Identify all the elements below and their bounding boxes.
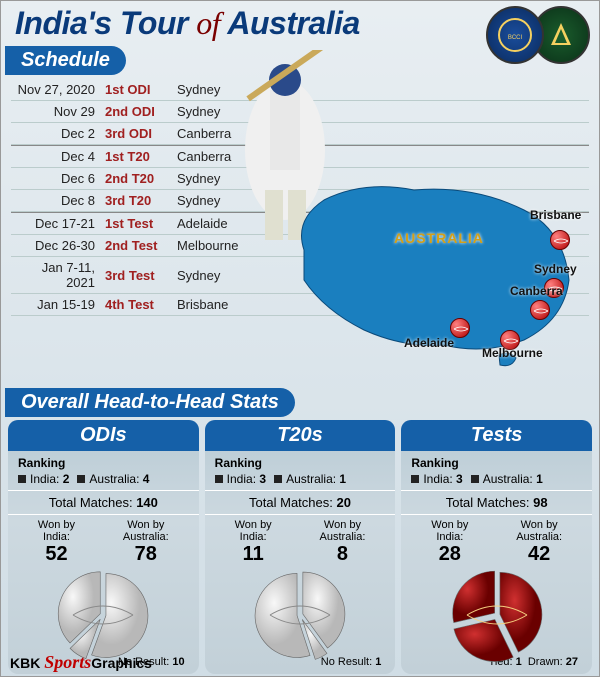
schedule-match: 1st T20 xyxy=(105,149,177,164)
schedule-date: Dec 17-21 xyxy=(11,216,105,231)
schedule-date: Nov 29 xyxy=(11,104,105,119)
ranking-label: Ranking xyxy=(8,451,199,472)
venue-label: Melbourne xyxy=(482,346,543,360)
schedule-match: 1st ODI xyxy=(105,82,177,97)
pie-ball-icon xyxy=(205,566,396,662)
stat-card: TestsRankingIndia: 3Australia: 1Total Ma… xyxy=(401,420,592,674)
stat-card-title: Tests xyxy=(401,420,592,451)
venue-label: Brisbane xyxy=(530,208,581,222)
svg-text:BCCI: BCCI xyxy=(508,35,523,41)
footer-graphics: Graphics xyxy=(91,655,152,671)
total-matches: Total Matches: 140 xyxy=(8,490,199,515)
venue-label: Adelaide xyxy=(404,336,454,350)
schedule-date: Dec 26-30 xyxy=(11,238,105,253)
schedule-date: Nov 27, 2020 xyxy=(11,82,105,97)
footer-credit: KBK SportsGraphics xyxy=(10,652,152,673)
footer-kbk: KBK xyxy=(10,655,40,671)
stat-card: T20sRankingIndia: 3Australia: 1Total Mat… xyxy=(205,420,396,674)
won-india: Won byIndia: 28 xyxy=(431,519,468,566)
ranking-values: India: 3Australia: 1 xyxy=(205,472,396,490)
title-pre: India's Tour xyxy=(15,5,188,41)
stat-card-title: ODIs xyxy=(8,420,199,451)
won-aus: Won byAustralia:42 xyxy=(516,519,562,566)
schedule-date: Jan 15-19 xyxy=(11,297,105,312)
total-matches: Total Matches: 20 xyxy=(205,490,396,515)
australia-map: AUSTRALIA Brisbane Sydney Canberra Melbourn… xyxy=(274,160,594,370)
won-india: Won byIndia: 52 xyxy=(38,519,75,566)
schedule-match: 1st Test xyxy=(105,216,177,231)
schedule-match: 4th Test xyxy=(105,297,177,312)
schedule-match: 2nd Test xyxy=(105,238,177,253)
pie-ball-icon xyxy=(8,566,199,662)
ranking-values: India: 2Australia: 4 xyxy=(8,472,199,490)
stat-card-title: T20s xyxy=(205,420,396,451)
footer-sports: Sports xyxy=(44,652,91,672)
result-row: Won byIndia: 28 Won byAustralia:42 xyxy=(401,515,592,566)
schedule-match: 3rd T20 xyxy=(105,193,177,208)
team-logos: BCCI xyxy=(486,6,590,64)
venue-marker-icon xyxy=(550,230,570,250)
schedule-date: Dec 2 xyxy=(11,126,105,141)
venue-marker-icon xyxy=(530,300,550,320)
won-aus: Won byAustralia:8 xyxy=(320,519,366,566)
schedule-header: Schedule xyxy=(5,46,126,75)
title-of: of xyxy=(196,5,220,41)
schedule-venue: Sydney xyxy=(177,268,220,283)
schedule-match: 2nd T20 xyxy=(105,171,177,186)
total-matches: Total Matches: 98 xyxy=(401,490,592,515)
map-country-label: AUSTRALIA xyxy=(394,230,484,246)
result-row: Won byIndia: 52 Won byAustralia:78 xyxy=(8,515,199,566)
schedule-date: Dec 6 xyxy=(11,171,105,186)
title-post: Australia xyxy=(227,5,359,41)
schedule-match: 3rd Test xyxy=(105,268,177,283)
won-aus: Won byAustralia:78 xyxy=(123,519,169,566)
result-row: Won byIndia: 11 Won byAustralia:8 xyxy=(205,515,396,566)
ranking-values: India: 3Australia: 1 xyxy=(401,472,592,490)
infographic-container: India's Tour of Australia BCCI Schedule … xyxy=(0,0,600,677)
schedule-venue: Brisbane xyxy=(177,297,228,312)
schedule-date: Jan 7-11, 2021 xyxy=(11,260,105,290)
schedule-date: Dec 8 xyxy=(11,193,105,208)
schedule-match: 2nd ODI xyxy=(105,104,177,119)
schedule-date: Dec 4 xyxy=(11,149,105,164)
venue-label: Sydney xyxy=(534,262,577,276)
pie-ball-icon xyxy=(401,566,592,662)
schedule-match: 3rd ODI xyxy=(105,126,177,141)
stats-row: ODIsRankingIndia: 2Australia: 4Total Mat… xyxy=(8,420,592,674)
won-india: Won byIndia: 11 xyxy=(235,519,272,566)
ranking-label: Ranking xyxy=(205,451,396,472)
stat-card: ODIsRankingIndia: 2Australia: 4Total Mat… xyxy=(8,420,199,674)
stats-header: Overall Head-to-Head Stats xyxy=(5,388,295,417)
india-logo-icon: BCCI xyxy=(486,6,544,64)
venue-marker-icon xyxy=(450,318,470,338)
venue-label: Canberra xyxy=(510,284,563,298)
ranking-label: Ranking xyxy=(401,451,592,472)
